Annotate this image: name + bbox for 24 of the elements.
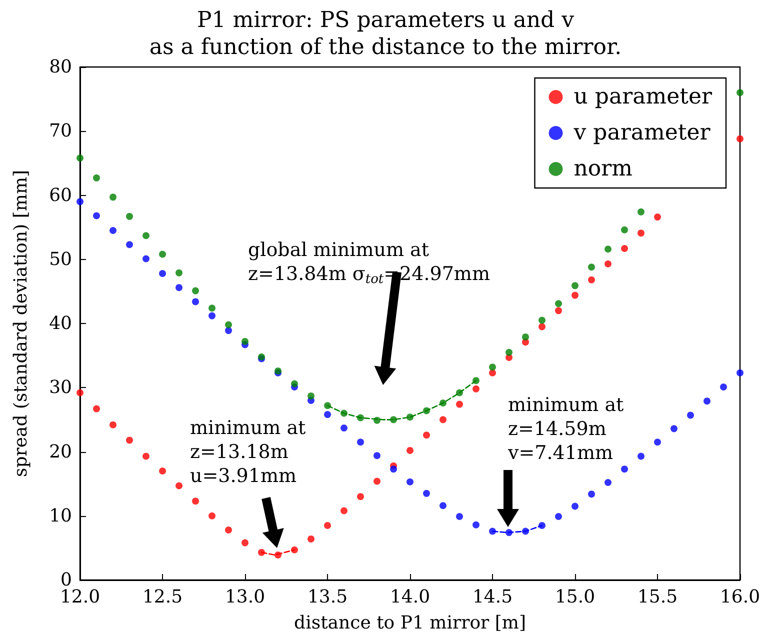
x-axis-title: distance to P1 mirror [m] [294, 612, 526, 634]
x-tick-label: 13.5 [307, 586, 348, 608]
y-tick-label: 30 [49, 377, 72, 398]
y-tick-label: 50 [49, 248, 72, 270]
chart-title: P1 mirror: PS parameters u and v as a function of the distance to the mirror. [149, 8, 622, 60]
legend-label: u parameter [574, 84, 712, 110]
legend-label: norm [574, 156, 633, 182]
y-tick-label: 70 [49, 120, 72, 142]
y-tick-label: 60 [49, 184, 72, 206]
x-tick-label: 16.0 [720, 586, 760, 608]
x-tick-label: 12.5 [142, 586, 183, 608]
legend-label: v parameter [572, 120, 711, 146]
annotation: minimum at z=14.59m v=7.41mm [507, 394, 624, 464]
y-tick-label: 20 [49, 441, 72, 462]
x-tick-label: 15.0 [554, 586, 596, 608]
y-tick-label: 80 [49, 56, 72, 78]
y-tick-label: 40 [49, 313, 72, 334]
x-tick-label: 14.5 [472, 586, 513, 608]
annotation: minimum at z=13.18m u=3.91mm [190, 417, 306, 487]
x-tick-label: 13.0 [224, 586, 266, 608]
x-tick-label: 14.0 [390, 586, 430, 608]
y-axis-title: spread (standard deviation) [mm] [10, 170, 32, 478]
y-tick-label: 10 [49, 505, 72, 526]
x-tick-label: 15.5 [637, 586, 678, 608]
